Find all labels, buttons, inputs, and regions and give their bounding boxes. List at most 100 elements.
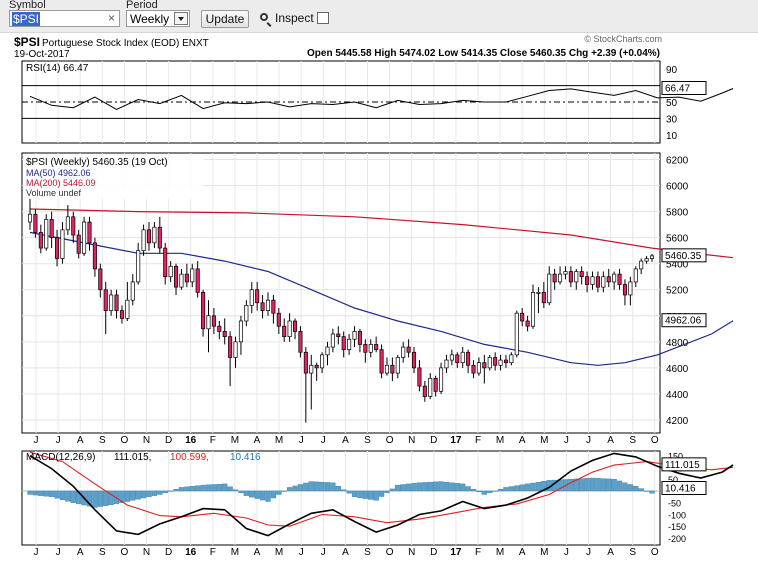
macd-histogram-bar [589, 477, 596, 492]
macd-histogram-bar [535, 481, 542, 492]
inspect-checkbox[interactable] [317, 12, 329, 24]
symbol-input[interactable]: $PSI × [9, 10, 120, 27]
macd-histogram-bar [373, 490, 379, 501]
x-axis-label: S [629, 435, 636, 446]
macd-histogram-bar [357, 490, 363, 498]
macd-histogram-bar [216, 483, 222, 492]
macd-tick-label: 50 [668, 475, 678, 485]
macd-histogram-bar [178, 487, 185, 492]
price-tick-label: 6200 [666, 156, 689, 167]
candle-body [428, 377, 433, 397]
close-value-tag: 5460.35 [665, 251, 702, 262]
rsi-tick-label: 90 [666, 65, 678, 76]
rsi-tick-label: 10 [666, 131, 678, 142]
macd-histogram-bar [146, 490, 152, 498]
macd-histogram-bar [389, 488, 396, 492]
x-axis-label: J [586, 435, 591, 446]
candle-body [411, 351, 417, 369]
candle-body [536, 291, 541, 294]
x-axis-label-bottom: J [564, 547, 569, 558]
macd-histogram-bar [514, 485, 520, 492]
macd-histogram-bar [243, 490, 249, 496]
macd-histogram-bar [286, 487, 293, 492]
candle-body [649, 255, 655, 259]
macd-histogram-bar [335, 486, 341, 492]
macd-histogram-bar [281, 490, 287, 492]
candle-body [298, 331, 303, 353]
x-axis-label: A [254, 435, 261, 446]
candle-body [103, 289, 108, 311]
candle-body [482, 362, 487, 369]
update-button[interactable]: Update [201, 10, 249, 28]
candle-body [228, 336, 233, 358]
ticker-symbol: $PSI [14, 35, 40, 49]
symbol-input-value[interactable]: $PSI [12, 12, 41, 26]
candle-body [141, 229, 146, 252]
candle-body [168, 265, 173, 278]
macd-histogram-bar [314, 481, 320, 492]
macd-histogram-bar [476, 490, 482, 493]
candle-body [292, 320, 298, 332]
close-value-tag-box [661, 248, 707, 263]
toolbar: Symbol Period $PSI × Weekly Update Inspe… [0, 0, 758, 33]
x-axis-label: A [342, 435, 349, 446]
volume-legend: Volume undef [26, 188, 82, 198]
macd-histogram-bar [167, 490, 174, 492]
x-axis-label: M [275, 435, 283, 446]
macd-histogram-bar [238, 490, 244, 493]
macd-histogram-bar [173, 488, 179, 492]
candle-body [260, 302, 265, 311]
x-axis-label-bottom: N [143, 547, 150, 558]
x-axis-label: M [231, 435, 239, 446]
x-axis-label: F [475, 435, 481, 446]
candle-body [76, 234, 81, 254]
macd-histogram-bar [330, 482, 336, 492]
period-select-value[interactable]: Weekly [130, 12, 170, 26]
macd-histogram-bar [454, 483, 460, 492]
candle-body [157, 226, 162, 249]
candle-body [60, 229, 65, 259]
candle-body [595, 276, 600, 288]
candle-body [466, 351, 471, 366]
period-select[interactable]: Weekly [126, 10, 190, 27]
x-axis-label: N [143, 435, 150, 446]
macd-histogram-bar [151, 490, 158, 496]
x-axis-label: A [77, 435, 84, 446]
candle-body [38, 232, 43, 249]
x-axis-label-bottom: F [475, 547, 481, 558]
candle-body [363, 344, 368, 353]
chevron-down-icon[interactable] [174, 12, 188, 25]
candle-body [541, 291, 546, 304]
macd-histogram-bar [497, 488, 504, 492]
macd-tick-label: -50 [668, 499, 681, 509]
x-axis-label: J [321, 435, 326, 446]
candle-body [109, 294, 114, 311]
x-axis-label: S [364, 435, 371, 446]
macd-legend-value: 111.015, [114, 452, 151, 463]
candle-body [379, 349, 384, 374]
macd-histogram-bar [324, 482, 331, 492]
price-tick-label: 4400 [666, 390, 689, 401]
candle-body [585, 276, 590, 285]
rsi-value-tag-box [661, 80, 707, 95]
ma50-legend: MA(50) 4962.06 [26, 168, 91, 178]
macd-histogram-bar [443, 481, 450, 492]
macd-histogram-bar [162, 490, 168, 493]
x-axis-label-bottom: F [210, 547, 216, 558]
clear-icon[interactable]: × [107, 11, 115, 25]
macd-legend-signal: 100.599, [170, 452, 209, 463]
x-axis-label-bottom: S [99, 547, 106, 558]
candle-body [179, 273, 184, 288]
candle-body [49, 219, 54, 239]
candle-body [87, 221, 92, 244]
candle-body [563, 271, 568, 275]
x-axis-label: S [99, 435, 106, 446]
candle-body [136, 250, 141, 283]
candle-body [558, 273, 563, 283]
price-tick-label: 5600 [666, 234, 689, 245]
candle-body [206, 315, 211, 330]
x-axis-label-bottom: J [321, 547, 326, 558]
x-axis-label-bottom: J [586, 547, 591, 558]
macd-histogram-bar [59, 490, 66, 500]
candle-body [509, 354, 514, 364]
